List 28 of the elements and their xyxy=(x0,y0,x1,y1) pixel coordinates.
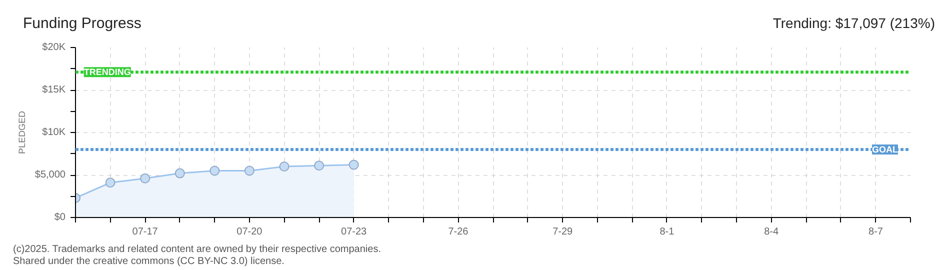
text: Shared under the creative commons (CC BY-NC 3.0) license. xyxy=(13,256,284,268)
y-axis-title: PLEDGED xyxy=(16,110,27,154)
x-tick-label: 07-17 xyxy=(132,226,158,238)
point xyxy=(348,160,359,170)
y-tick-label: $15K xyxy=(42,84,66,96)
point xyxy=(140,174,150,184)
x-tick-label: 8-1 xyxy=(660,226,675,238)
point xyxy=(314,161,324,172)
ref-line-label: TRENDING xyxy=(84,68,131,78)
text: (c)2025. Trademarks and related content are owned by their respective companies. xyxy=(13,244,381,256)
y-tick-label: $20K xyxy=(42,42,66,54)
point xyxy=(244,166,254,176)
y-tick-label: $5,000 xyxy=(34,170,66,181)
point xyxy=(105,178,116,188)
x-tick-label: 07-23 xyxy=(341,226,368,238)
x-tick-label: 8-7 xyxy=(868,226,884,238)
x-tick-label: 8-4 xyxy=(764,226,779,238)
y-tick-label: $10K xyxy=(42,127,66,138)
point xyxy=(174,168,185,179)
point xyxy=(279,162,290,172)
ref-line-label: GOAL xyxy=(872,144,898,155)
x-tick-label: 07-20 xyxy=(236,226,263,238)
text: Trending: $17,097 (213%) xyxy=(772,14,935,33)
x-tick-label: 7-26 xyxy=(448,226,469,238)
x-tick-label: 7-29 xyxy=(552,226,574,238)
chart-title: Funding Progress xyxy=(23,14,142,34)
y-tick-label: $0 xyxy=(54,212,66,224)
point xyxy=(210,166,220,176)
